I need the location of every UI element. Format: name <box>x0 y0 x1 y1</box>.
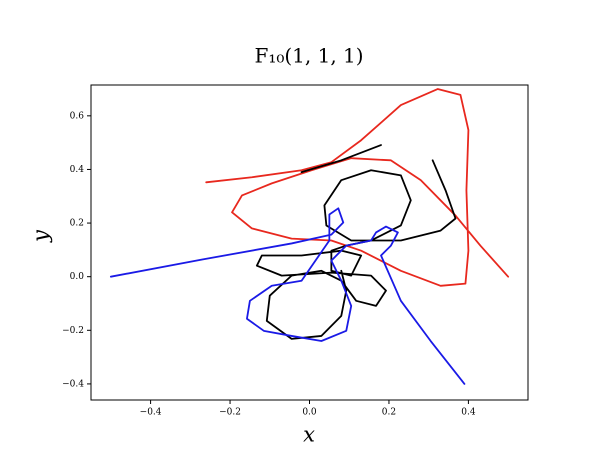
x-tick-label: −0.4 <box>140 408 162 418</box>
y-tick-label: 0.4 <box>70 165 85 175</box>
x-axis-label: x <box>303 423 315 447</box>
curve <box>300 144 382 174</box>
y-tick-label: 0.6 <box>70 111 85 121</box>
y-tick-label: −0.2 <box>62 326 84 336</box>
y-tick-label: 0.2 <box>70 219 84 229</box>
x-tick-label: 0.2 <box>382 408 396 418</box>
curve <box>109 207 466 385</box>
y-tick-label: 0.0 <box>70 272 85 282</box>
y-tick-label: −0.4 <box>62 379 84 389</box>
y-axis-label: y <box>29 229 53 243</box>
marks <box>109 88 510 385</box>
curve <box>205 88 510 287</box>
chart-title: F₁₀(1, 1, 1) <box>254 44 363 68</box>
x-tick-label: −0.2 <box>219 408 241 418</box>
plot-area <box>91 85 528 400</box>
x-tick-label: 0.0 <box>302 408 317 418</box>
x-tick-label: 0.4 <box>461 408 476 418</box>
